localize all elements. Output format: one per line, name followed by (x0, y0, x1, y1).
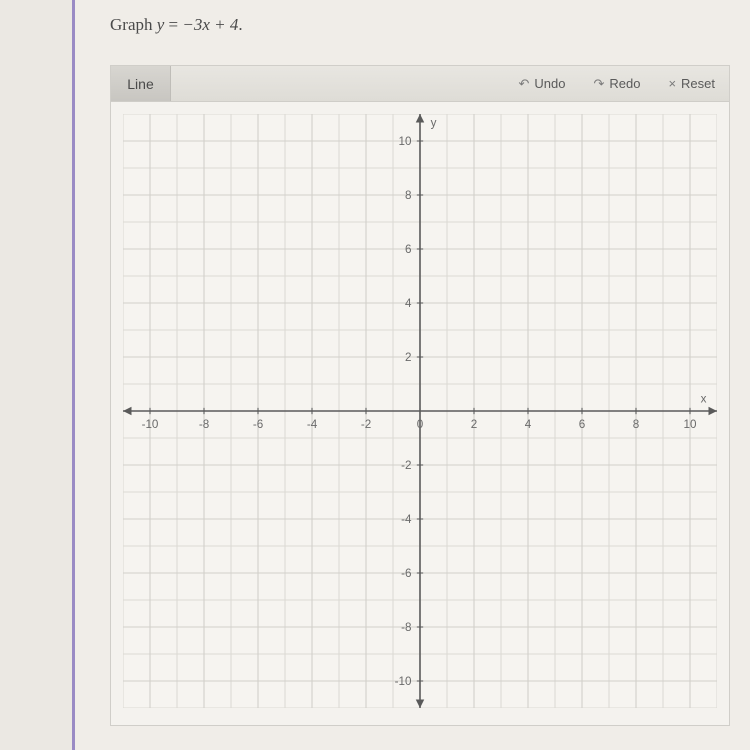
undo-label: Undo (534, 76, 565, 91)
content-area: Graph y = −3x + 4. Line ↶ Undo ↷ Redo × … (75, 0, 750, 750)
undo-button[interactable]: ↶ Undo (504, 66, 579, 101)
coordinate-plane[interactable]: -10 -8 -6 -4 -2 0 2 4 6 8 10 -10 -8 -6 -4 -2 2 4 6 8 10 x y (123, 114, 717, 708)
svg-text:-8: -8 (199, 418, 209, 431)
graph-tool-panel: Line ↶ Undo ↷ Redo × Reset -10 -8 -6 -4 -2 0 2… (110, 65, 730, 726)
line-tool-button[interactable]: Line (111, 66, 171, 101)
redo-label: Redo (609, 76, 640, 91)
svg-text:10: 10 (684, 418, 697, 431)
svg-text:-6: -6 (253, 418, 263, 431)
graph-container: -10 -8 -6 -4 -2 0 2 4 6 8 10 -10 -8 -6 -4 -2 2 4 6 8 10 x y (111, 102, 729, 725)
equation-rhs: −3x + 4 (182, 15, 238, 34)
toolbar: Line ↶ Undo ↷ Redo × Reset (111, 66, 729, 102)
svg-text:6: 6 (579, 418, 585, 431)
svg-text:y: y (431, 117, 437, 130)
svg-text:-10: -10 (395, 675, 412, 688)
question-prompt: Graph y = −3x + 4. (110, 15, 730, 35)
svg-text:10: 10 (399, 135, 412, 148)
redo-button[interactable]: ↷ Redo (579, 66, 654, 101)
svg-text:-2: -2 (401, 459, 411, 472)
svg-text:8: 8 (405, 189, 411, 202)
svg-text:-8: -8 (401, 621, 411, 634)
svg-text:x: x (701, 393, 707, 406)
prompt-suffix: . (238, 15, 242, 34)
svg-text:-4: -4 (401, 513, 412, 526)
prompt-prefix: Graph (110, 15, 157, 34)
svg-text:0: 0 (417, 418, 424, 431)
svg-text:8: 8 (633, 418, 639, 431)
undo-icon: ↶ (518, 76, 529, 92)
reset-label: Reset (681, 76, 715, 91)
line-tool-label: Line (127, 76, 153, 92)
reset-button[interactable]: × Reset (654, 66, 729, 101)
reset-icon: × (668, 76, 676, 91)
svg-text:-10: -10 (142, 418, 159, 431)
equation-equals: = (164, 15, 182, 34)
svg-text:-2: -2 (361, 418, 371, 431)
svg-text:-4: -4 (307, 418, 318, 431)
page-left-margin (0, 0, 75, 750)
redo-icon: ↷ (593, 76, 604, 92)
svg-text:-6: -6 (401, 567, 411, 580)
svg-text:6: 6 (405, 243, 411, 256)
svg-text:4: 4 (525, 418, 532, 431)
svg-text:2: 2 (405, 351, 411, 364)
svg-text:4: 4 (405, 297, 412, 310)
svg-text:2: 2 (471, 418, 477, 431)
